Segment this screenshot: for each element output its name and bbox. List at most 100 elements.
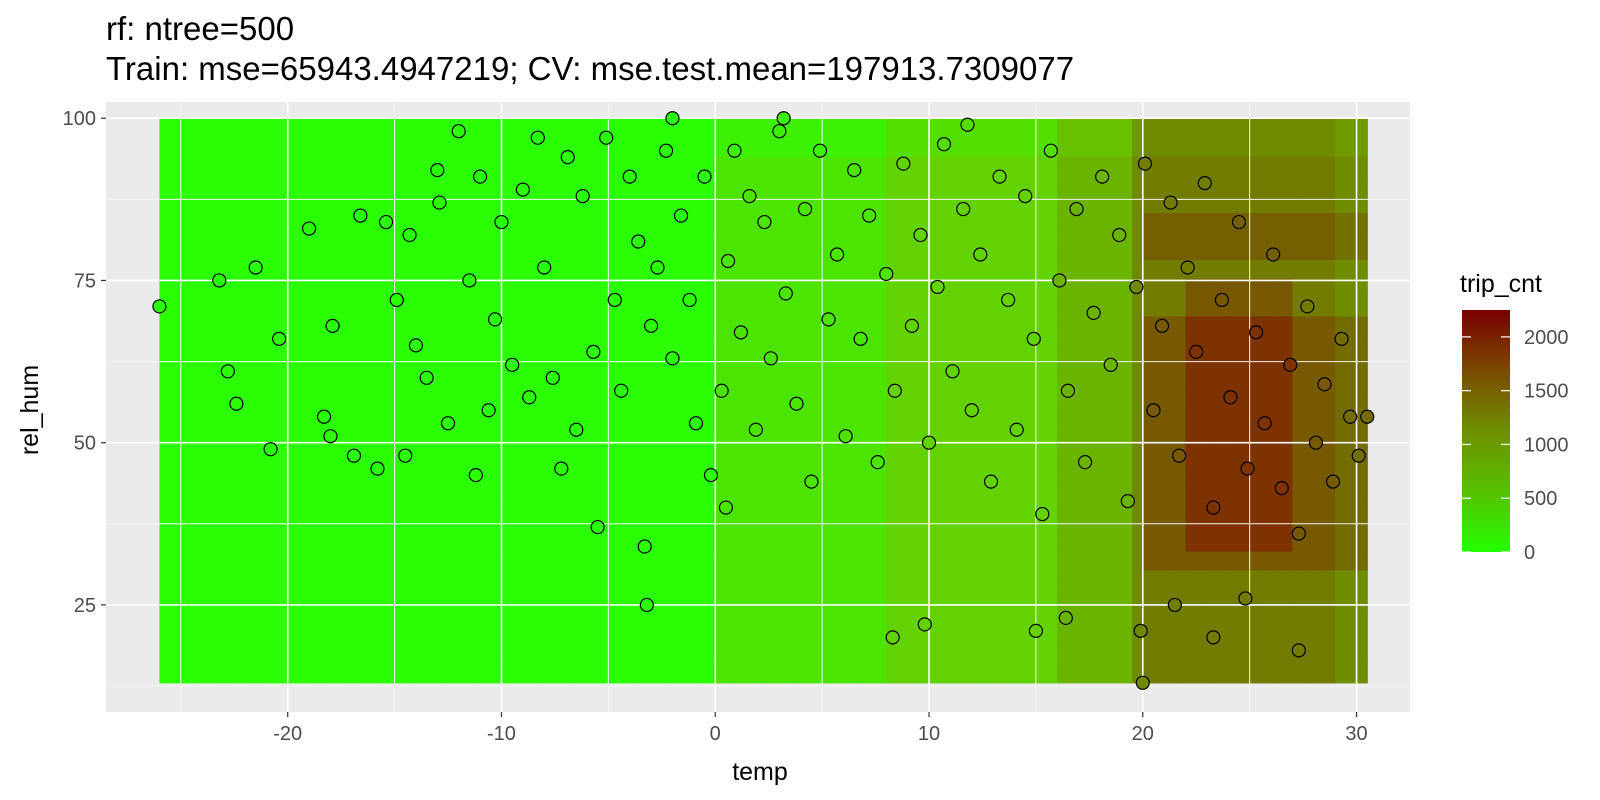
heatmap-cell [672, 409, 684, 420]
heatmap-cell [982, 174, 994, 185]
heatmap-cell [223, 249, 235, 260]
heatmap-cell [971, 532, 984, 543]
heatmap-cell [458, 240, 471, 251]
heatmap-cell [982, 231, 994, 242]
heatmap-cell [202, 409, 214, 420]
heatmap-cell [490, 663, 503, 674]
heatmap-cell [212, 513, 225, 524]
heatmap-cell [1003, 155, 1016, 166]
heatmap-cell [747, 663, 759, 674]
heatmap-cell [597, 663, 609, 674]
heatmap-cell [832, 334, 845, 345]
heatmap-cell [415, 607, 428, 618]
heatmap-cell [736, 654, 748, 665]
heatmap-cell [725, 315, 738, 326]
heatmap-cell [170, 278, 182, 289]
heatmap-cell [651, 334, 663, 345]
heatmap-cell [907, 428, 919, 439]
heatmap-cell [640, 569, 652, 580]
heatmap-cell [319, 353, 332, 364]
heatmap-cell [255, 240, 267, 251]
heatmap-cell [1003, 118, 1016, 129]
heatmap-cell [683, 522, 695, 533]
heatmap-cell [255, 202, 267, 213]
heatmap-cell [255, 391, 267, 402]
heatmap-cell [993, 306, 1005, 317]
heatmap-cell [576, 466, 588, 477]
heatmap-cell [971, 231, 984, 242]
heatmap-cell [971, 635, 984, 646]
heatmap-cell [501, 485, 513, 496]
heatmap-cell [800, 560, 813, 571]
heatmap-cell [608, 221, 620, 232]
heatmap-cell [277, 344, 289, 355]
heatmap-cell [854, 475, 866, 486]
heatmap-cell [1003, 278, 1016, 289]
heatmap-cell [298, 137, 310, 148]
heatmap-cell [843, 522, 855, 533]
heatmap-cell [822, 268, 834, 279]
heatmap-cell [811, 118, 823, 129]
heatmap-cell [266, 494, 278, 505]
heatmap-cell [255, 127, 267, 138]
heatmap-cell [309, 569, 321, 580]
heatmap-cell [608, 127, 620, 138]
heatmap-cell [736, 372, 748, 383]
heatmap-cell [362, 362, 374, 373]
heatmap-cell [373, 165, 385, 176]
heatmap-cell [982, 212, 994, 223]
heatmap-cell [822, 259, 834, 270]
heatmap-cell [939, 466, 951, 477]
heatmap-cell [244, 598, 257, 609]
heatmap-cell [950, 249, 962, 260]
heatmap-cell [212, 165, 225, 176]
heatmap-cell [736, 419, 748, 430]
heatmap-cell [383, 532, 396, 543]
heatmap-cell [234, 551, 246, 562]
heatmap-cell [191, 428, 203, 439]
heatmap-cell [597, 259, 609, 270]
heatmap-cell [341, 635, 353, 646]
heatmap-cell [683, 616, 695, 627]
heatmap-cell [683, 635, 695, 646]
heatmap-cell [426, 202, 438, 213]
heatmap-cell [1035, 466, 1048, 477]
heatmap-cell [1003, 447, 1016, 458]
heatmap-cell [950, 268, 962, 279]
heatmap-cell [458, 118, 471, 129]
heatmap-cell [725, 513, 738, 524]
heatmap-cell [383, 475, 396, 486]
heatmap-cell [341, 249, 353, 260]
heatmap-cell [907, 598, 919, 609]
heatmap-cell [170, 532, 182, 543]
heatmap-cell [533, 353, 545, 364]
heatmap-cell [822, 381, 834, 392]
heatmap-cell [619, 231, 631, 242]
heatmap-cell [202, 268, 214, 279]
heatmap-cell [768, 249, 780, 260]
heatmap-cell [394, 381, 406, 392]
heatmap-cell [287, 184, 299, 195]
heatmap-cell [512, 202, 524, 213]
heatmap-cell [758, 504, 770, 515]
heatmap-cell [993, 287, 1005, 298]
heatmap-cell [608, 146, 620, 157]
heatmap-cell [683, 372, 695, 383]
heatmap-cell [597, 231, 609, 242]
heatmap-cell [715, 654, 727, 665]
heatmap-cell [693, 306, 706, 317]
heatmap-cell [244, 155, 257, 166]
heatmap-cell [854, 541, 866, 552]
heatmap-cell [971, 645, 984, 656]
heatmap-cell [736, 353, 748, 364]
heatmap-cell [202, 654, 214, 665]
heatmap-cell [907, 297, 919, 308]
heatmap-cell [223, 616, 235, 627]
heatmap-cell [993, 127, 1005, 138]
heatmap-cell [266, 146, 278, 157]
heatmap-cell [159, 447, 171, 458]
heatmap-cell [758, 278, 770, 289]
heatmap-cell [693, 504, 706, 515]
heatmap-cell [779, 485, 791, 496]
heatmap-cell [469, 504, 481, 515]
